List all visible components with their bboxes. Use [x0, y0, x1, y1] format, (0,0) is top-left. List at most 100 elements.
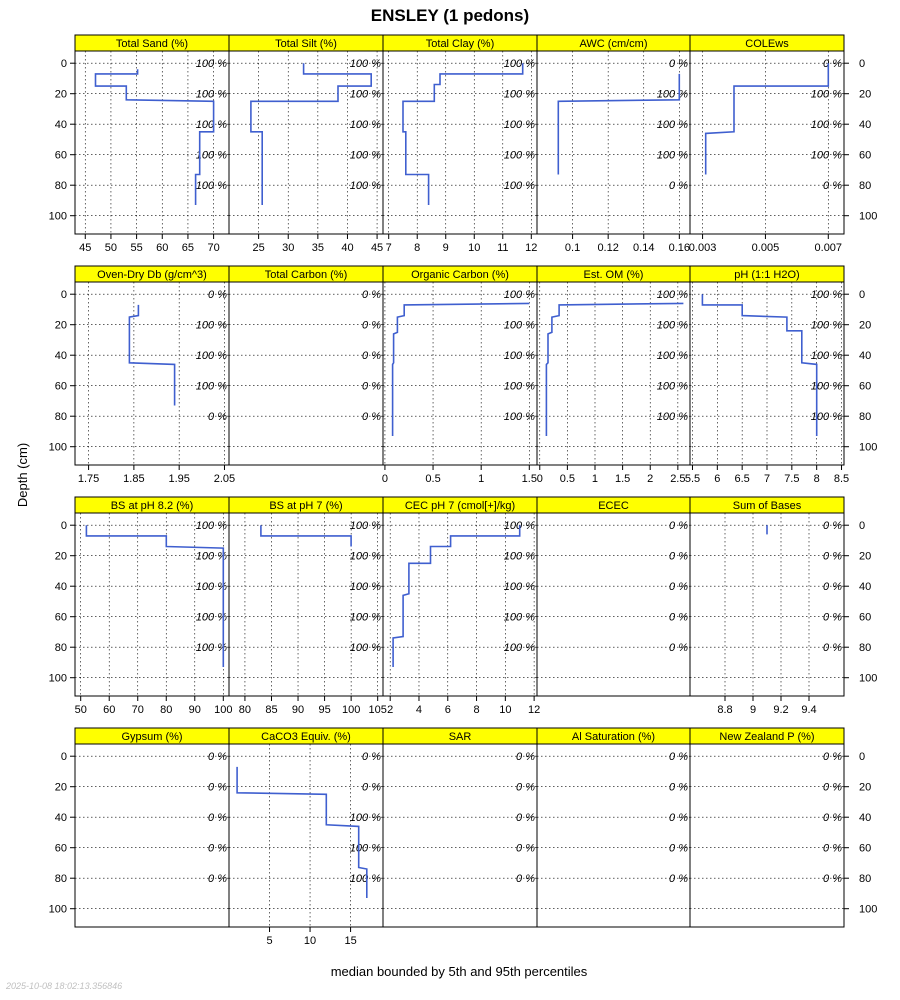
percent-label: 100 % — [350, 873, 381, 885]
percent-label: 100 % — [196, 150, 227, 162]
panel: Est. OM (%) 100 % 100 % 100 % 100 % 100 % 0 0.5… — [536, 265, 691, 485]
percent-label: 100 % — [196, 612, 227, 624]
x-tick-label: 0.1 — [565, 242, 580, 254]
y-tick-label-right: 100 — [859, 211, 877, 223]
y-tick-label: 20 — [55, 89, 67, 101]
y-tick-label-right: 0 — [859, 751, 865, 763]
x-tick-label: 7 — [386, 242, 392, 254]
y-tick-label: 0 — [61, 751, 67, 763]
percent-label: 100 % — [504, 612, 535, 624]
x-tick-label: 95 — [318, 704, 330, 716]
panel: COLEws 0 % 100 % 100 % 100 % 0 % 0.003 0.005 0.0… — [689, 34, 845, 254]
percent-label: 100 % — [811, 150, 842, 162]
panel-border — [228, 743, 384, 928]
x-tick-label: 10 — [499, 704, 511, 716]
y-tick-label-right: 0 — [859, 58, 865, 70]
x-tick-label: 1.95 — [168, 473, 189, 485]
x-tick-label: 100 — [342, 704, 360, 716]
y-tick-label: 20 — [55, 320, 67, 332]
percent-label: 100 % — [196, 551, 227, 563]
y-tick-label-right: 60 — [859, 612, 871, 624]
panel-title: Sum of Bases — [733, 500, 802, 512]
panel-border — [536, 512, 691, 697]
percent-label: 100 % — [196, 119, 227, 131]
x-tick-label: 0 — [537, 473, 543, 485]
panel-title: Organic Carbon (%) — [411, 269, 509, 281]
percent-label: 0 % — [516, 782, 535, 794]
y-tick-label: 100 — [49, 673, 67, 685]
x-tick-label: 12 — [525, 242, 537, 254]
panel-title: BS at pH 7 (%) — [269, 500, 342, 512]
percent-label: 100 % — [504, 150, 535, 162]
x-tick-label: 55 — [130, 242, 142, 254]
percent-label: 100 % — [657, 381, 688, 393]
x-tick-label: 80 — [160, 704, 172, 716]
percent-label: 0 % — [823, 581, 842, 593]
percent-label: 100 % — [811, 320, 842, 332]
panel: Gypsum (%) 0 % 0 % 0 % 0 % 0 % — [74, 727, 230, 928]
x-tick-label: 100 — [214, 704, 232, 716]
panel: ECEC 0 % 0 % 0 % 0 % 0 % — [536, 496, 691, 697]
x-tick-label: 2 — [647, 473, 653, 485]
percent-label: 0 % — [208, 751, 227, 763]
x-tick-label: 0.5 — [425, 473, 440, 485]
median-profile-line — [392, 525, 521, 667]
percent-label: 100 % — [350, 119, 381, 131]
x-tick-label: 0.12 — [597, 242, 618, 254]
percent-label: 100 % — [811, 289, 842, 301]
median-profile-line — [128, 304, 176, 406]
percent-label: 0 % — [669, 180, 688, 192]
panel: Total Sand (%) 100 % 100 % 100 % 100 % 100 % 4… — [74, 34, 230, 254]
x-tick-label: 1.5 — [522, 473, 537, 485]
x-tick-label: 80 — [239, 704, 251, 716]
percent-label: 100 % — [350, 843, 381, 855]
median-profile-line — [402, 63, 524, 205]
x-tick-label: 45 — [371, 242, 383, 254]
panel-grid: Total Sand (%)100 %100 %100 %100 %100 %4… — [49, 34, 877, 947]
percent-label: 0 % — [362, 751, 381, 763]
panel-title: COLEws — [745, 38, 789, 50]
percent-label: 100 % — [504, 58, 535, 70]
panel: CEC pH 7 (cmol[+]/kg) 100 % 100 % 100 % 100 … — [382, 496, 540, 716]
percent-label: 100 % — [811, 89, 842, 101]
panel: Total Carbon (%) 0 % 0 % 0 % 0 % 0 % — [228, 265, 384, 466]
x-tick-label: 0.007 — [815, 242, 843, 254]
y-tick-label-right: 80 — [859, 411, 871, 423]
y-tick-label-right: 100 — [859, 673, 877, 685]
x-tick-label: 50 — [105, 242, 117, 254]
percent-label: 0 % — [669, 843, 688, 855]
panel-title: Total Carbon (%) — [265, 269, 348, 281]
panel: Total Silt (%) 100 % 100 % 100 % 100 % 100 % 2… — [228, 34, 384, 254]
y-tick-label-right: 0 — [859, 520, 865, 532]
percent-label: 100 % — [350, 150, 381, 162]
y-tick-label: 20 — [55, 782, 67, 794]
percent-label: 0 % — [823, 873, 842, 885]
x-tick-label: 8 — [814, 473, 820, 485]
panel-title: Gypsum (%) — [121, 731, 182, 743]
percent-label: 100 % — [350, 642, 381, 654]
panel: Total Clay (%) 100 % 100 % 100 % 100 % 100 % 7… — [382, 34, 538, 254]
x-tick-label: 6.5 — [735, 473, 750, 485]
percent-label: 100 % — [811, 381, 842, 393]
y-tick-label-right: 100 — [859, 442, 877, 454]
percent-label: 100 % — [350, 551, 381, 563]
x-tick-label: 2.05 — [214, 473, 235, 485]
percent-label: 100 % — [504, 89, 535, 101]
panel-title: SAR — [449, 731, 472, 743]
percent-label: 0 % — [362, 289, 381, 301]
y-tick-label: 100 — [49, 442, 67, 454]
percent-label: 100 % — [350, 89, 381, 101]
percent-label: 0 % — [362, 350, 381, 362]
y-tick-label: 100 — [49, 211, 67, 223]
percent-label: 0 % — [669, 873, 688, 885]
percent-label: 100 % — [196, 520, 227, 532]
x-tick-label: 50 — [75, 704, 87, 716]
panel-border — [689, 281, 845, 466]
panel-title: Al Saturation (%) — [572, 731, 655, 743]
percent-label: 0 % — [669, 612, 688, 624]
percent-label: 100 % — [196, 89, 227, 101]
panel: AWC (cm/cm) 0 % 100 % 100 % 100 % 0 % 0.1 0.12 0… — [536, 34, 691, 254]
y-tick-label-right: 20 — [859, 89, 871, 101]
y-tick-label: 40 — [55, 350, 67, 362]
